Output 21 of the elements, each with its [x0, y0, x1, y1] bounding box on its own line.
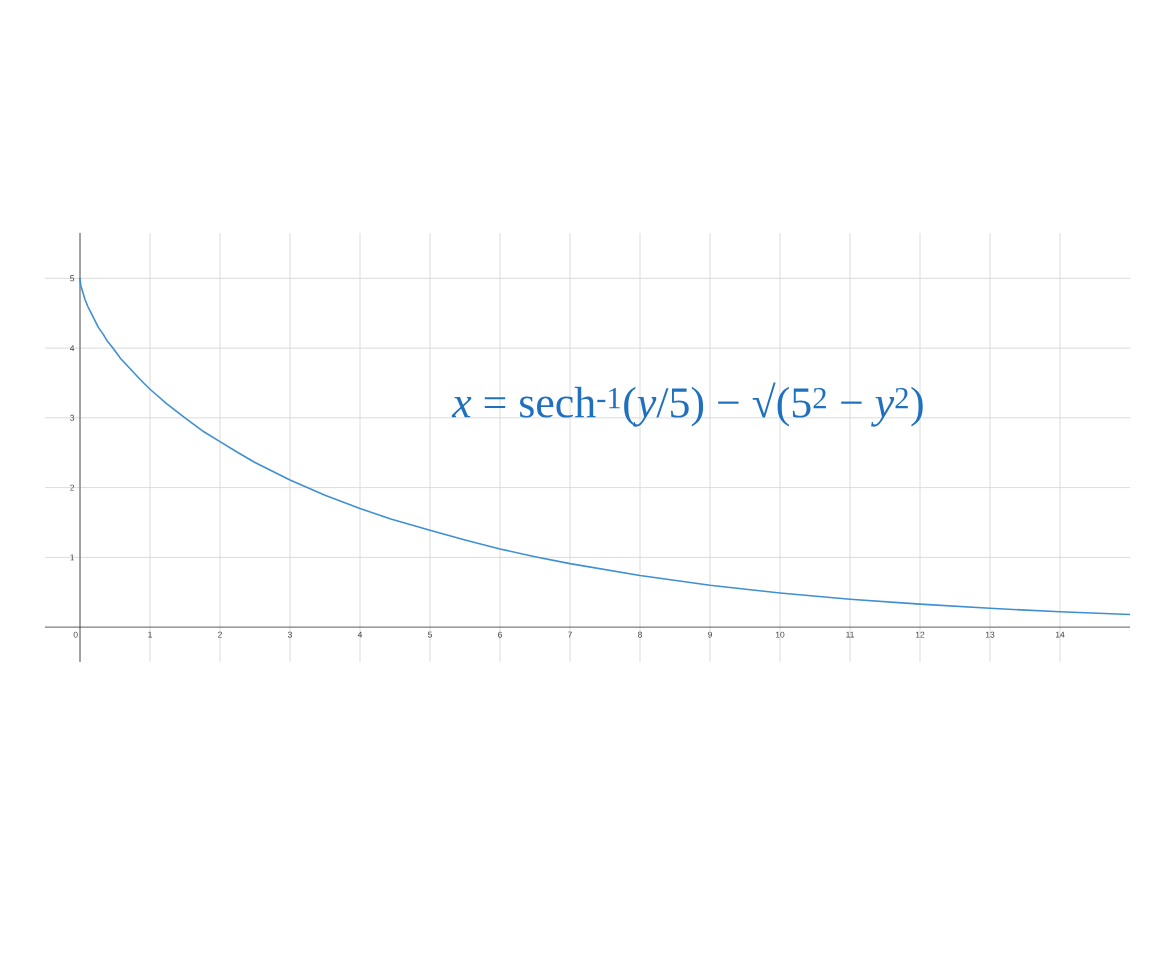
x-tick-label: 4 [357, 631, 363, 638]
x-tick-label: 14 [1055, 631, 1065, 638]
x-tick-label: 9 [708, 631, 712, 638]
x-tick-label: 5 [427, 631, 433, 638]
x-tick-label: 12 [915, 631, 925, 638]
x-tick-label: 7 [568, 631, 572, 638]
x-tick-label: 2 [218, 631, 222, 638]
x-tick-label: 10 [775, 631, 785, 638]
x-tick-label: 1 [148, 631, 152, 638]
x-tick-label: 11 [846, 631, 854, 638]
y-tick-label: 3 [70, 414, 75, 421]
y-tick-label: 1 [70, 554, 75, 561]
x-tick-label: 6 [498, 631, 502, 638]
x-tick-label: 13 [985, 631, 995, 638]
x-tick-label: 0 [73, 631, 78, 638]
y-tick-label: 2 [70, 484, 75, 491]
x-tick-label: 8 [638, 631, 642, 638]
y-tick-label: 4 [69, 345, 75, 351]
y-tick-label: 5 [70, 275, 75, 282]
x-tick-label: 3 [287, 631, 292, 638]
text: x = sech$^{-1}$(y/5) − √(5$^{2}$ − y$^{2}$) [451, 382, 923, 427]
